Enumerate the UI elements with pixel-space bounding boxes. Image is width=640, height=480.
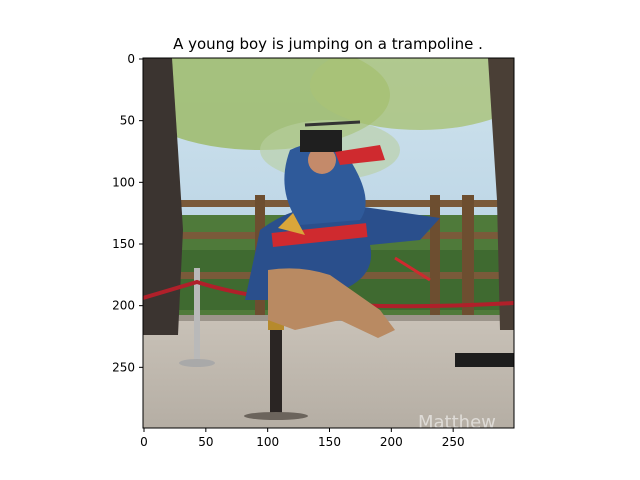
x-tick-label: 100 [256,435,279,449]
chart-title: A young boy is jumping on a trampoline . [173,35,483,53]
y-tick-label: 250 [112,360,135,374]
axes-frame [142,57,515,429]
x-axis: 0 50 100 150 200 250 [140,428,465,449]
y-tick-label: 0 [127,52,135,66]
x-tick-label: 0 [140,435,148,449]
x-tick-label: 250 [442,435,465,449]
watermark-text: Matthew [418,412,496,433]
jumping-figure [245,120,440,338]
y-axis: 0 50 100 150 200 250 [112,52,143,374]
x-tick-label: 200 [380,435,403,449]
y-tick-label: 200 [112,299,135,313]
y-tick-label: 50 [120,114,135,128]
photo: Matthew [143,58,514,433]
y-tick-label: 150 [112,237,135,251]
x-tick-label: 50 [198,435,213,449]
x-tick-label: 150 [318,435,341,449]
y-tick-label: 100 [112,175,135,189]
